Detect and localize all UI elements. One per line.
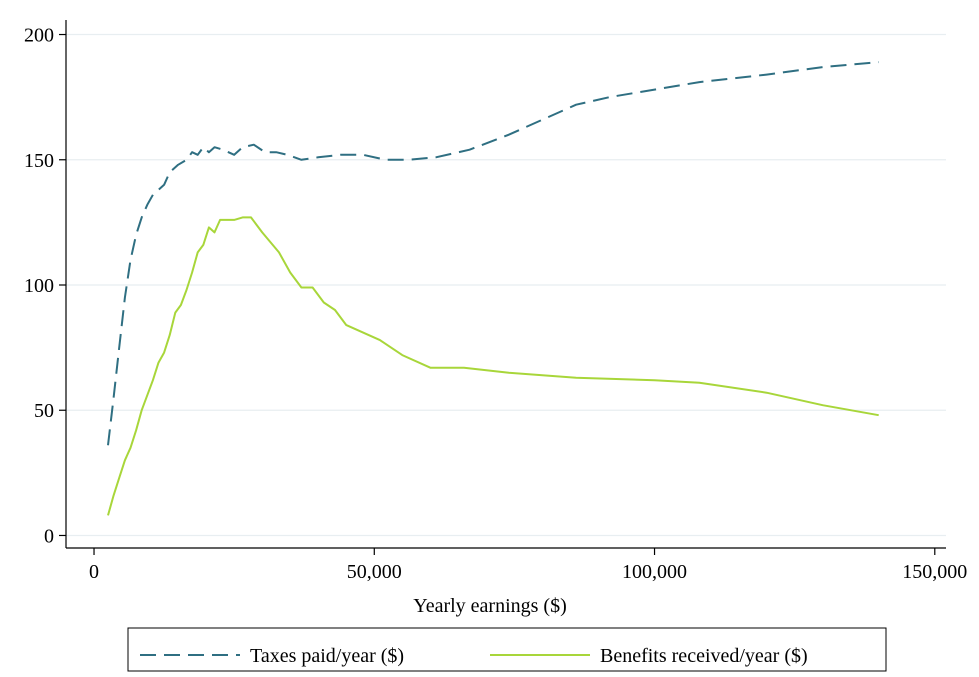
x-tick-label-3: 150,000 <box>902 561 967 583</box>
legend-box <box>127 627 887 672</box>
y-tick-label-0: 0 <box>44 525 54 547</box>
series-line-taxes <box>107 61 879 446</box>
y-tick-label-1: 50 <box>34 400 54 422</box>
x-axis-title: Yearly earnings ($) <box>413 595 567 617</box>
legend-label-taxes: Taxes paid/year ($) <box>250 645 404 667</box>
legend: Taxes paid/year ($) Benefits received/ye… <box>127 627 887 672</box>
legend-label-benefits: Benefits received/year ($) <box>600 645 808 667</box>
y-tick-label-2: 100 <box>24 275 54 297</box>
x-tick-label-0: 0 <box>89 561 99 583</box>
series-line-benefits <box>107 216 879 516</box>
y-tick-label-3: 150 <box>24 150 54 172</box>
y-tick-label-4: 200 <box>24 25 54 47</box>
x-tick-label-1: 50,000 <box>347 561 402 583</box>
axes <box>59 20 946 555</box>
x-tick-label-2: 100,000 <box>622 561 687 583</box>
gridlines <box>66 33 946 537</box>
series-layer <box>107 61 879 516</box>
tick-labels: 0 50 100 150 200 0 50,000 100,000 150,000 <box>24 25 967 583</box>
